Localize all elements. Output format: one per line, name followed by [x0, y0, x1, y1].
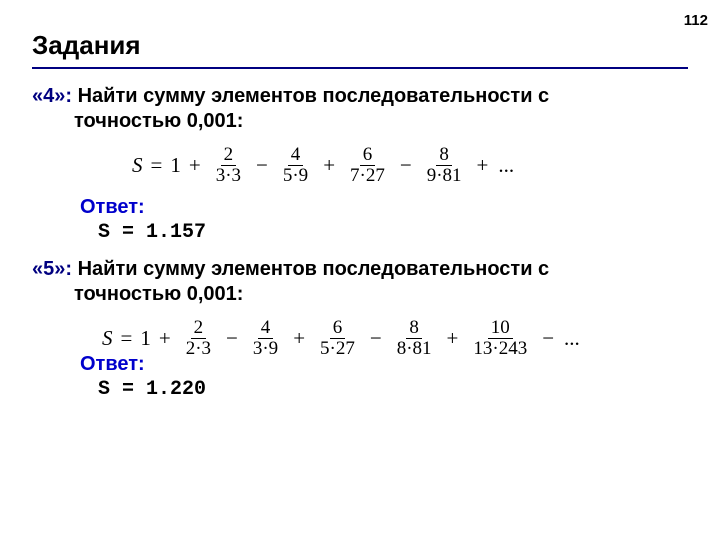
fraction: 88·81 — [394, 318, 435, 359]
op: − — [370, 326, 382, 351]
fraction: 45·9 — [280, 145, 311, 186]
task-4-line1: Найти сумму элементов последовательности… — [78, 85, 550, 107]
fraction: 1013·243 — [470, 318, 530, 359]
fraction: 89·81 — [424, 145, 465, 186]
task-4-line2: точностью 0,001: — [32, 110, 688, 133]
page-number: 112 — [684, 12, 708, 29]
fraction: 23·3 — [213, 145, 244, 186]
task-4: «4»: Найти сумму элементов последователь… — [32, 83, 688, 244]
op: + — [323, 153, 335, 178]
formula-eq: = — [121, 326, 133, 351]
op: + — [477, 153, 489, 178]
task-5-number: «5»: — [32, 258, 72, 280]
ellipsis: ... — [498, 153, 514, 178]
fraction: 67·27 — [347, 145, 388, 186]
task-4-answer-label: Ответ: — [80, 196, 688, 219]
op: + — [447, 326, 459, 351]
task-4-answer-value: S = 1.157 — [98, 221, 688, 244]
fraction: 43·9 — [250, 318, 281, 359]
task-5-line2: точностью 0,001: — [32, 283, 688, 306]
op: + — [293, 326, 305, 351]
formula-lead: 1 — [170, 153, 181, 178]
task-5-answer-value: S = 1.220 — [98, 378, 688, 401]
op: − — [400, 153, 412, 178]
op: + — [159, 326, 171, 351]
task-4-number: «4»: — [32, 85, 72, 107]
task-5-answer-label: Ответ: — [80, 353, 688, 376]
formula-lhs: S — [102, 326, 113, 351]
task-4-prompt: «4»: Найти сумму элементов последователь… — [32, 83, 688, 110]
op: − — [226, 326, 238, 351]
task-4-formula: S = 1 + 23·3 − 45·9 + 67·27 − 89·81 + ..… — [132, 145, 688, 186]
task-5-prompt: «5»: Найти сумму элементов последователь… — [32, 256, 688, 283]
op: − — [542, 326, 554, 351]
formula-eq: = — [151, 153, 163, 178]
ellipsis: ... — [564, 326, 580, 351]
fraction: 65·27 — [317, 318, 358, 359]
task-5: «5»: Найти сумму элементов последователь… — [32, 256, 688, 401]
task-5-line1: Найти сумму элементов последовательности… — [78, 258, 550, 280]
op: − — [256, 153, 268, 178]
slide-title: Задания — [32, 30, 688, 69]
op: + — [189, 153, 201, 178]
slide-content: Задания «4»: Найти сумму элементов после… — [0, 0, 720, 401]
formula-lead: 1 — [140, 326, 151, 351]
fraction: 22·3 — [183, 318, 214, 359]
formula-lhs: S — [132, 153, 143, 178]
